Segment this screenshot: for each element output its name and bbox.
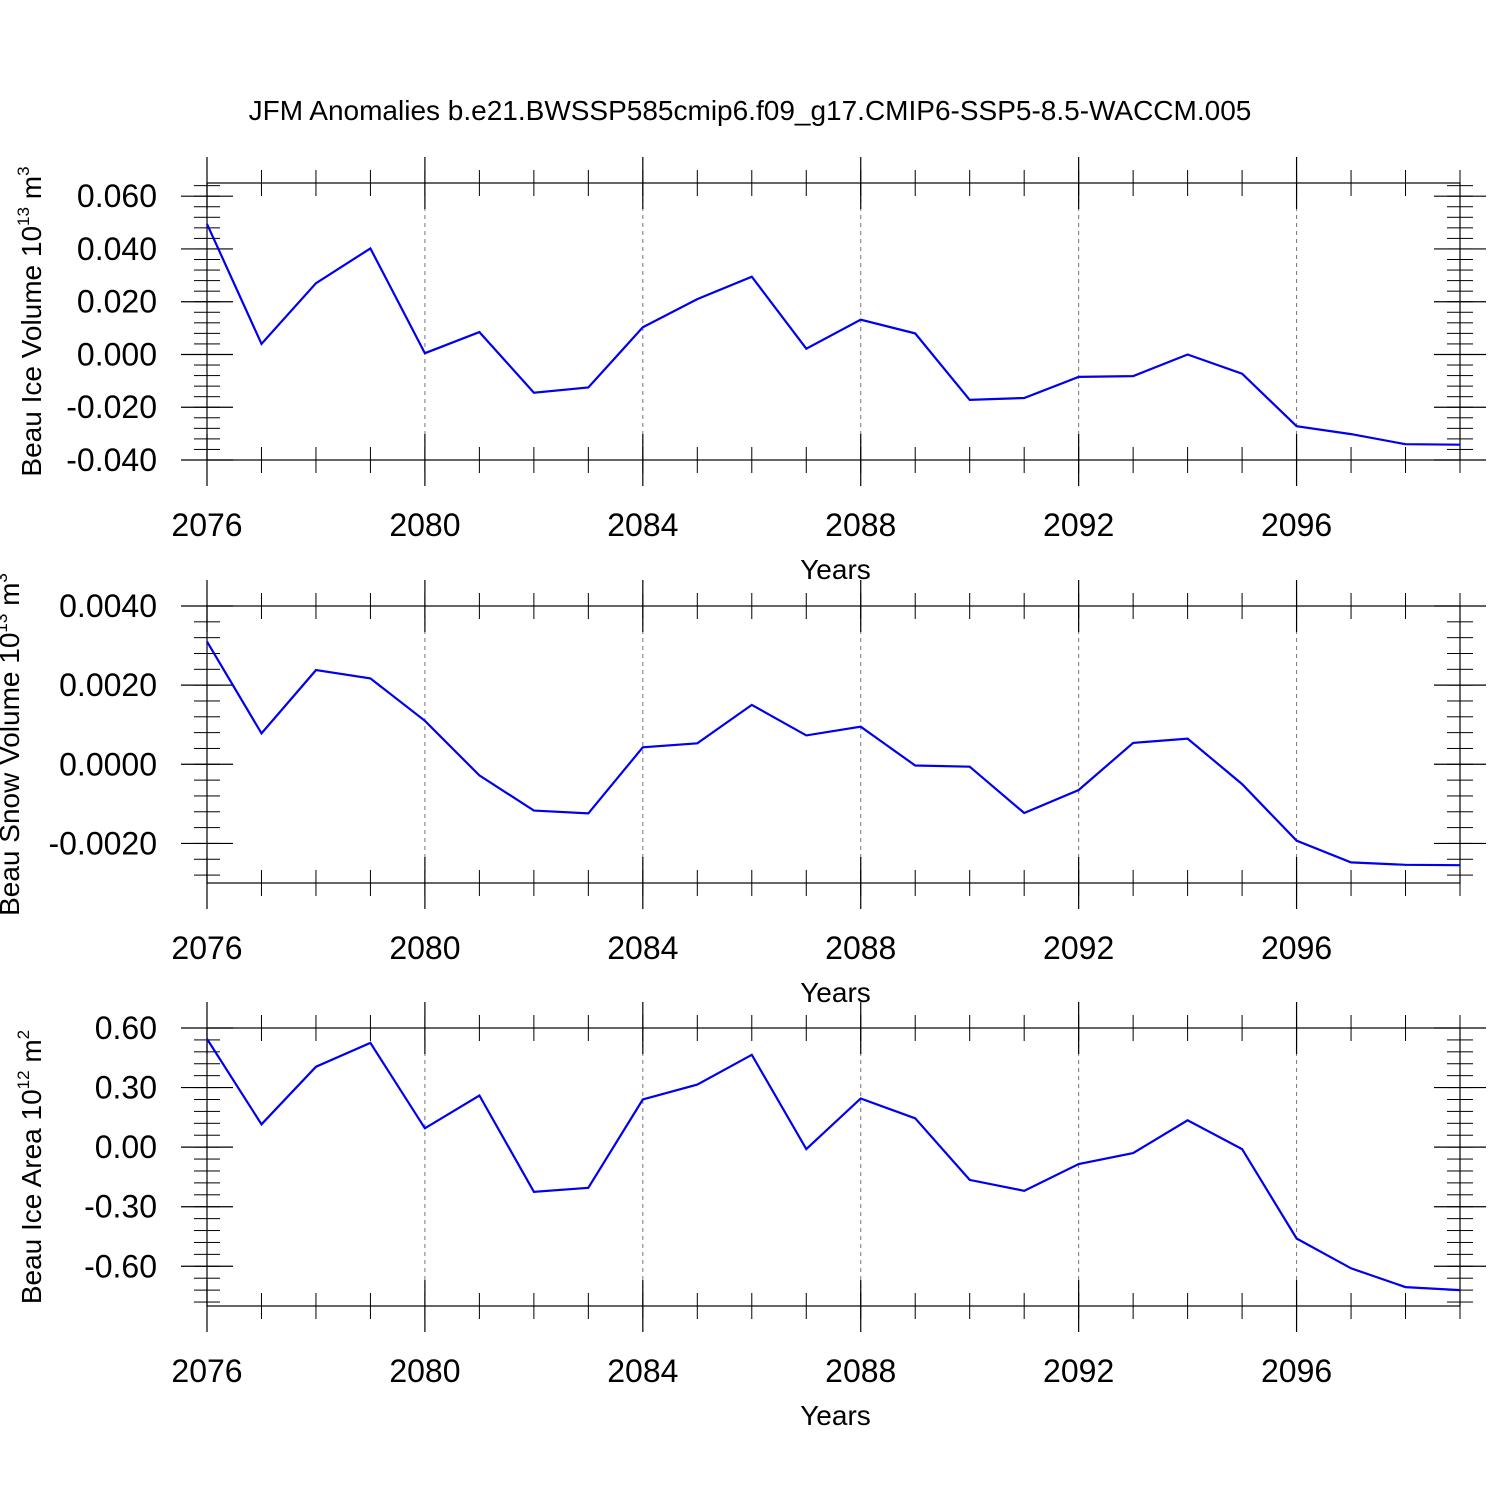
panel-3-y-axis-label-unit: m — [16, 1039, 47, 1070]
panel-1-x-tick-label: 2084 — [607, 507, 678, 543]
panel-1-x-tick-label: 2080 — [389, 507, 460, 543]
panel-1-y-tick-label: 0.020 — [77, 284, 157, 320]
panel-1-frame — [206, 182, 1461, 461]
panel-2-y-axis-label-unit: m — [0, 583, 25, 614]
panel-1-x-tick-label: 2088 — [825, 507, 896, 543]
panel-2-y-tick-label: 0.0000 — [59, 746, 157, 782]
panel-3-y-axis-label: Beau Ice Area 1012 m2 — [14, 1030, 47, 1304]
panel-1-y-axis-label: Beau Ice Volume 1013 m3 — [14, 166, 47, 476]
panel-2-x-tick-label: 2076 — [171, 930, 242, 966]
panel-1-y-axis-label-unit-exponent: 3 — [14, 166, 33, 175]
panel-3-x-tick-label: 2092 — [1043, 1353, 1114, 1389]
panel-2-x-axis-label: Years — [800, 977, 871, 1008]
panel-3-y-tick-label: 0.60 — [95, 1010, 157, 1046]
panel-2-series-line — [206, 641, 1461, 867]
panel-1-y-axis-label-exponent: 13 — [14, 207, 33, 226]
panel-2-x-tick-label: 2080 — [389, 930, 460, 966]
panel-1-y-axis-label-unit: m — [16, 176, 47, 207]
panel-2-y-axis-label-text: Beau Snow Volume 10 — [0, 633, 25, 916]
panel-2-y-tick-label: 0.0040 — [59, 588, 157, 624]
panel-3-y-tick-label: 0.30 — [95, 1070, 157, 1106]
panel-3-frame — [206, 1027, 1461, 1307]
panel-3-y-axis-label-exponent: 12 — [14, 1070, 33, 1089]
panel-1-y-axis-label-text: Beau Ice Volume 10 — [16, 226, 47, 477]
panel-3-x-tick-label: 2076 — [171, 1353, 242, 1389]
panel-1-y-tick-label: 0.040 — [77, 231, 157, 267]
chart-title: JFM Anomalies b.e21.BWSSP585cmip6.f09_g1… — [249, 95, 1252, 126]
panel-3-x-tick-label: 2096 — [1261, 1353, 1332, 1389]
panel-1-y-tick-label: -0.020 — [66, 389, 157, 425]
panel-2-y-axis-label-exponent: 13 — [0, 614, 11, 633]
panel-2-x-tick-label: 2088 — [825, 930, 896, 966]
panel-3-x-tick-label: 2080 — [389, 1353, 460, 1389]
panel-2-x-tick-label: 2092 — [1043, 930, 1114, 966]
panel-1-x-tick-label: 2092 — [1043, 507, 1114, 543]
panel-2-y-axis-label: Beau Snow Volume 1013 m3 — [0, 573, 25, 916]
panel-2-y-tick-label: 0.0020 — [59, 667, 157, 703]
panel-3-y-axis-label-unit-exponent: 2 — [14, 1030, 33, 1039]
panel-3-series-line — [206, 1038, 1461, 1292]
panel-3-x-tick-label: 2088 — [825, 1353, 896, 1389]
panel-1-x-tick-label: 2076 — [171, 507, 242, 543]
panel-2-y-axis-label-unit-exponent: 3 — [0, 573, 11, 582]
panel-3-y-tick-label: -0.60 — [84, 1248, 157, 1284]
panel-3-y-axis-label-text: Beau Ice Area 10 — [16, 1089, 47, 1304]
panel-1-y-tick-label: -0.040 — [66, 442, 157, 478]
panel-3-x-tick-label: 2084 — [607, 1353, 678, 1389]
panel-1-x-tick-label: 2096 — [1261, 507, 1332, 543]
panel-1-x-axis-label: Years — [800, 554, 871, 585]
panel-3-y-tick-label: 0.00 — [95, 1129, 157, 1165]
panel-2-frame — [206, 605, 1461, 884]
panel-3-y-tick-label: -0.30 — [84, 1189, 157, 1225]
panel-1-y-tick-label: 0.000 — [77, 336, 157, 372]
panel-3-x-axis-label: Years — [800, 1400, 871, 1431]
panel-2-x-tick-label: 2096 — [1261, 930, 1332, 966]
panel-2-x-tick-label: 2084 — [607, 930, 678, 966]
panel-2-y-tick-label: -0.0020 — [48, 825, 157, 861]
panel-1-series-line — [205, 223, 1461, 446]
panel-1-y-tick-label: 0.060 — [77, 178, 157, 214]
